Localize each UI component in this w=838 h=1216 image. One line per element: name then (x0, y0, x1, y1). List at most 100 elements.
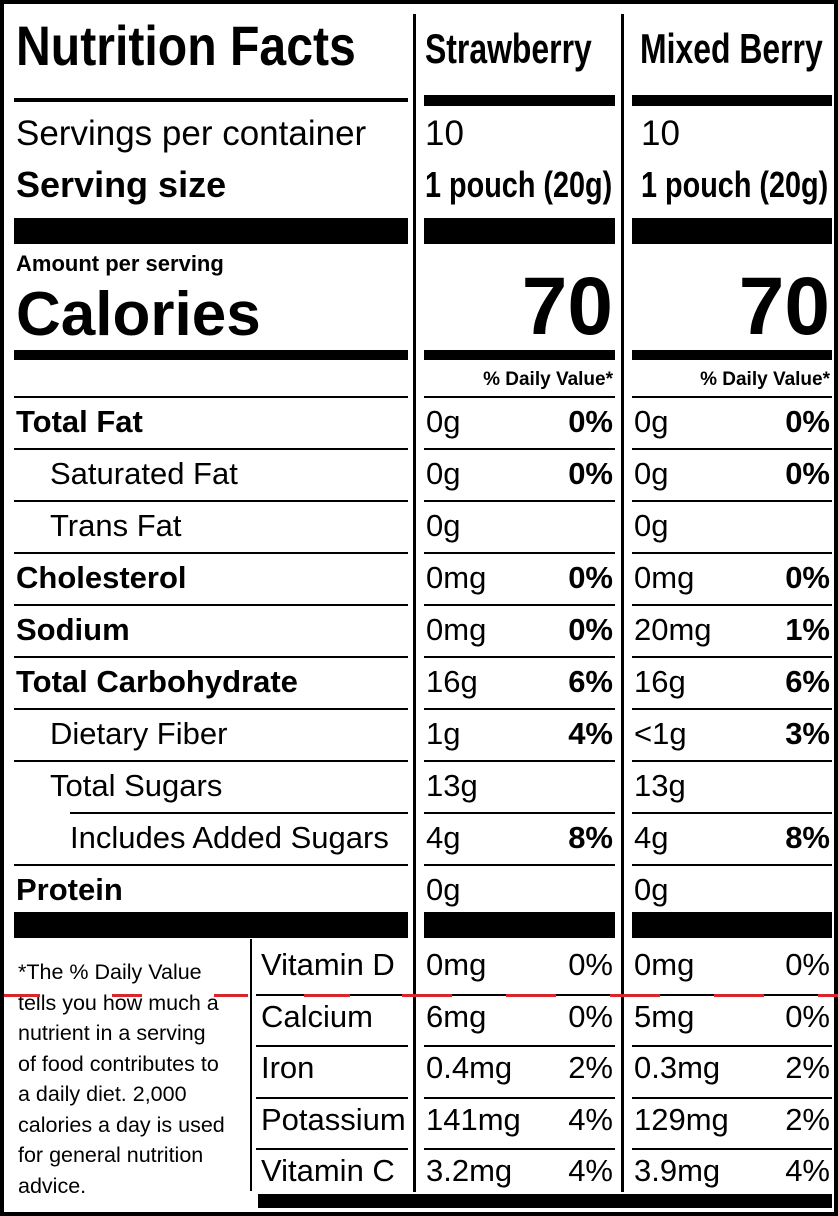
row-separator (424, 760, 615, 762)
row-separator (14, 656, 408, 658)
footnote-line: tells you how much a (18, 990, 219, 1015)
nutrient-amount: 0g (634, 872, 669, 907)
nutrient-amount: 4g (634, 820, 669, 855)
nutrient-amount: 20mg (634, 612, 712, 647)
bottom-thick-bar (258, 1194, 832, 1208)
vitamin-name: Vitamin D (261, 947, 395, 982)
vitamin-amount: 0mg (634, 947, 695, 982)
strawberry-servings-value: 10 (425, 114, 464, 153)
nutrient-daily-value: 0% (568, 404, 613, 439)
nutrient-name: Dietary Fiber (50, 716, 228, 751)
vitamin-name: Calcium (261, 999, 373, 1034)
row-separator (632, 552, 832, 554)
row-separator (632, 500, 832, 502)
nutrient-name: Sodium (16, 612, 130, 647)
column-divider-2 (621, 14, 624, 1192)
row-separator (632, 708, 832, 710)
nutrient-name: Total Fat (16, 404, 143, 439)
servings-per-container-label: Servings per container (16, 114, 367, 153)
nutrient-amount: 0mg (426, 560, 487, 595)
nutrient-amount: 0g (426, 872, 461, 907)
nutrient-daily-value: 0% (785, 404, 830, 439)
row-separator (632, 448, 832, 450)
mixedberry-protein-thick-bar (632, 912, 832, 938)
row-separator (256, 1097, 408, 1099)
row-separator (632, 864, 832, 866)
nutrient-amount: 0mg (634, 560, 695, 595)
serving-thick-bar (14, 218, 408, 244)
nutrient-daily-value: 0% (785, 456, 830, 491)
nutrient-name: Includes Added Sugars (70, 820, 389, 855)
label-title: Nutrition Facts (16, 14, 356, 77)
row-separator (424, 1148, 615, 1150)
scan-mark (214, 994, 248, 997)
vitamin-daily-value: 0% (785, 999, 830, 1034)
nutrient-daily-value: 3% (785, 716, 830, 751)
vitamin-amount: 0mg (426, 947, 487, 982)
nutrient-amount: 0g (426, 404, 461, 439)
scan-mark (714, 994, 764, 997)
row-separator (424, 604, 615, 606)
row-separator (632, 1097, 832, 1099)
vitamin-amount: 5mg (634, 999, 695, 1034)
row-separator (632, 656, 832, 658)
nutrient-name: Trans Fat (50, 508, 182, 543)
row-separator (424, 864, 615, 866)
nutrient-daily-value: 1% (785, 612, 830, 647)
footnote-line: for general nutrition (18, 1143, 204, 1167)
vitamin-daily-value: 2% (785, 1050, 830, 1085)
row-separator (14, 396, 408, 398)
nutrient-amount: 0g (426, 456, 461, 491)
row-separator (424, 656, 615, 658)
nutrient-daily-value: 0% (568, 456, 613, 491)
nutrient-name: Total Sugars (50, 768, 223, 803)
row-separator (424, 1097, 615, 1099)
row-separator (70, 812, 408, 814)
mixedberry-daily-value-header: % Daily Value* (700, 369, 830, 390)
footnote-line: nutrient in a serving (18, 1021, 206, 1045)
row-separator (14, 864, 408, 866)
row-separator (14, 708, 408, 710)
calories-rule (14, 350, 408, 360)
row-separator (14, 500, 408, 502)
vitamin-daily-value: 0% (785, 947, 830, 982)
row-separator (14, 604, 408, 606)
nutrient-amount: 0g (634, 456, 669, 491)
vitamin-daily-value: 0% (568, 999, 613, 1034)
vitamin-name: Potassium (261, 1102, 406, 1137)
strawberry-calories-value: 70 (521, 261, 613, 352)
strawberry-calories-rule (424, 350, 615, 360)
strawberry-protein-thick-bar (424, 912, 615, 938)
scan-mark (818, 994, 838, 997)
amount-per-serving-label: Amount per serving (16, 251, 224, 276)
row-separator (424, 396, 615, 398)
footnote-line: of food contributes to (18, 1051, 219, 1076)
strawberry-top-bar (424, 95, 615, 106)
row-separator (424, 708, 615, 710)
row-separator (424, 812, 615, 814)
nutrient-daily-value: 0% (785, 560, 830, 595)
scan-mark (4, 994, 40, 997)
vitamin-amount: 129mg (634, 1102, 729, 1137)
nutrient-daily-value: 4% (568, 716, 613, 751)
scan-mark (610, 994, 660, 997)
serving-size-label: Serving size (16, 164, 227, 205)
footnote-line: *The % Daily Value (18, 960, 202, 984)
nutrient-amount: 1g (426, 716, 461, 751)
vitamin-amount: 0.3mg (634, 1050, 721, 1085)
nutrient-daily-value: 0% (568, 560, 613, 595)
vitamin-amount: 3.9mg (634, 1153, 721, 1188)
column-divider-1 (413, 14, 416, 1192)
row-separator (14, 760, 408, 762)
protein-thick-bar (14, 912, 408, 938)
vitamin-amount: 6mg (426, 999, 487, 1034)
nutrient-name: Saturated Fat (50, 456, 238, 491)
row-separator (424, 500, 615, 502)
vitamin-daily-value: 2% (785, 1102, 830, 1137)
title-rule (14, 98, 408, 102)
footnote-line: advice. (18, 1173, 87, 1198)
strawberry-serving-size: 1 pouch (20g) (425, 164, 613, 205)
daily-value-footnote: *The % Daily Value tells you how much a nu… (18, 957, 248, 1201)
nutrient-daily-value: 6% (568, 664, 613, 699)
